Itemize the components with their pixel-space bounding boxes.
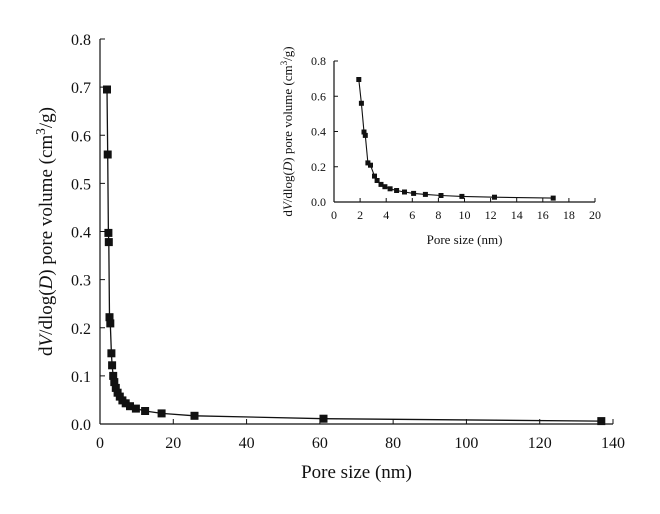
inset-y-title-part: ) pore volume (cm <box>280 65 295 161</box>
inset-y-title-part: /dlog( <box>280 171 295 202</box>
main-y-tick-label: 0.7 <box>71 80 91 97</box>
main-data-point <box>103 85 111 94</box>
main-y-title-part: /g) <box>36 107 57 128</box>
main-data-point <box>319 414 328 423</box>
inset-data-point <box>358 100 364 106</box>
main-chart: 0 20 40 60 80 100 120 1400.00.10.20.30.40.50.60… <box>33 32 626 483</box>
main-data-point <box>109 371 118 380</box>
main-data-point <box>107 349 116 358</box>
inset-y-tick-label: 0.6 <box>311 89 326 103</box>
main-y-tick-label: 0.2 <box>71 321 91 338</box>
main-y-title-part: ) pore volume (cm <box>36 135 57 276</box>
main-x-tick-label: 20 <box>165 435 181 452</box>
inset-data-point <box>378 181 384 187</box>
main-y-tick-label: 0.1 <box>71 369 91 386</box>
main-data-point <box>103 150 112 159</box>
inset-y-tick-label: 0.2 <box>311 160 326 174</box>
main-y-tick-label: 0.0 <box>71 417 91 434</box>
main-x-axis-title: Pore size (nm) <box>301 462 412 483</box>
main-data-point <box>104 238 113 247</box>
main-x-tick-label: 80 <box>385 435 401 452</box>
main-x-tick-label: 0 <box>96 435 104 452</box>
inset-data-point <box>438 193 444 198</box>
main-y-tick-label: 0.8 <box>71 32 91 49</box>
inset-x-tick-label: 6 <box>409 208 415 222</box>
inset-data-point <box>362 132 368 138</box>
main-data-point <box>104 228 113 237</box>
inset-data-point <box>459 193 465 199</box>
main-x-tick-label: 40 <box>239 435 255 452</box>
main-data-point <box>110 378 119 387</box>
main-y-title-part: d <box>36 346 57 356</box>
inset-data-point <box>387 186 393 192</box>
inset-x-tick-label: 18 <box>563 208 575 222</box>
main-x-tick-label: 60 <box>312 435 328 452</box>
main-y-title-part: /dlog( <box>36 289 57 334</box>
inset-y-tick-label: 0.8 <box>311 54 326 68</box>
inset-x-axis-title: Pore size (nm) <box>427 232 503 247</box>
inset-x-tick-label: 16 <box>537 208 549 222</box>
main-x-tick-label: 100 <box>454 435 478 452</box>
inset-y-tick-label: 0.0 <box>311 195 326 209</box>
inset-data-point <box>374 178 380 183</box>
main-data-point <box>106 319 115 328</box>
inset-data-point <box>356 77 362 82</box>
inset-x-tick-label: 4 <box>383 208 389 222</box>
main-y-tick-label: 0.4 <box>71 225 91 242</box>
main-data-point <box>157 409 166 418</box>
inset-x-tick-label: 10 <box>459 208 471 222</box>
inset-y-title-part: V <box>280 200 295 210</box>
inset-data-point <box>368 162 373 168</box>
main-series-line <box>106 89 602 422</box>
main-data-point <box>597 417 606 426</box>
inset-y-title-part: D <box>280 161 295 172</box>
inset-x-tick-label: 8 <box>435 208 441 222</box>
inset-data-point <box>372 173 377 179</box>
inset-x-tick-label: 20 <box>589 208 601 222</box>
main-data-point <box>190 411 199 420</box>
main-y-tick-label: 0.5 <box>71 176 91 193</box>
main-data-point <box>121 399 130 408</box>
inset-y-axis-title: dV/dlog(D) pore volume (cm3/g) <box>279 46 295 216</box>
inset-y-title-part: d <box>280 210 295 217</box>
main-y-title-part: 3 <box>33 128 48 135</box>
inset-data-point <box>422 191 428 197</box>
main-data-point <box>105 313 114 322</box>
main-y-title-part: D <box>36 275 57 290</box>
inset-chart: 0 2 4 6 8 10 12 14 16 18 20 0.0 0.2 0.4 0.6 0.8 Pore siz… <box>279 46 601 247</box>
main-data-point <box>111 383 120 392</box>
inset-data-point <box>394 188 400 193</box>
inset-data-point <box>361 129 367 135</box>
inset-data-point <box>550 195 556 201</box>
main-data-point <box>131 404 140 413</box>
main-x-tick-label: 120 <box>528 435 552 452</box>
inset-x-tick-label: 2 <box>357 208 363 222</box>
inset-y-title-part: /g) <box>280 46 295 60</box>
inset-series-line <box>358 79 554 199</box>
inset-data-point <box>365 160 371 166</box>
main-y-title-part: V <box>36 332 57 346</box>
main-y-tick-label: 0.3 <box>71 273 91 290</box>
main-data-point <box>108 361 117 370</box>
main-data-point <box>126 402 134 411</box>
inset-x-tick-label: 0 <box>331 208 337 222</box>
inset-data-point <box>382 184 388 190</box>
main-data-point <box>141 407 150 415</box>
inset-data-point <box>411 190 417 196</box>
inset-y-title-part: 3 <box>279 60 289 65</box>
inset-data-point <box>492 194 497 200</box>
main-y-tick-label: 0.6 <box>71 128 91 145</box>
inset-data-point <box>402 189 407 195</box>
inset-x-tick-label: 14 <box>511 208 523 222</box>
main-x-tick-label: 140 <box>601 435 625 452</box>
inset-x-tick-label: 12 <box>485 208 497 222</box>
inset-y-tick-label: 0.4 <box>311 125 326 139</box>
main-y-axis-title: dV/dlog(D) pore volume (cm3/g) <box>33 107 58 356</box>
